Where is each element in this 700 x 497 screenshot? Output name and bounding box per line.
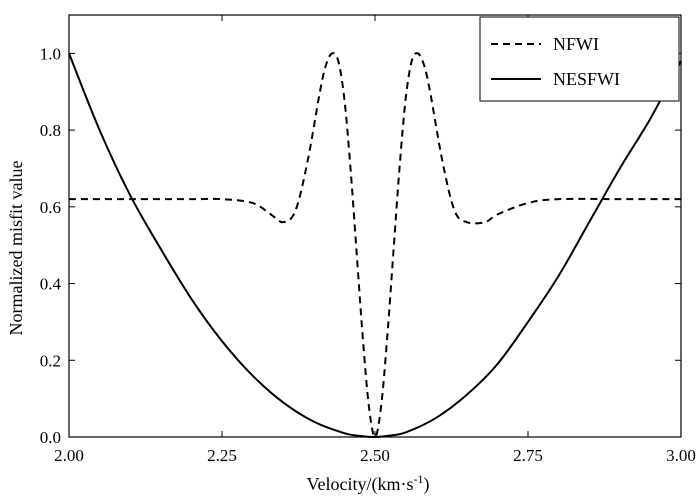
x-axis-label-main: Velocity/(km·s xyxy=(307,474,414,495)
y-axis-label: Normalized misfit value xyxy=(6,161,26,336)
series-line-nesfwi xyxy=(68,52,682,438)
legend-box xyxy=(479,16,680,102)
x-tick-label: 2.75 xyxy=(513,446,543,465)
x-tick-label: 2.50 xyxy=(360,446,390,465)
x-tick-label: 3.00 xyxy=(666,446,696,465)
series-lines xyxy=(68,52,682,438)
axis-ticks: 2.00 2.25 2.50 2.75 3.00 0.0 0.2 0.4 0.6 0.8 1.0 xyxy=(40,15,696,465)
x-tick-label: 2.00 xyxy=(54,446,84,465)
x-axis-label-superscript: -1 xyxy=(413,472,423,486)
y-tick-label: 0.8 xyxy=(40,121,61,140)
y-tick-label: 0.6 xyxy=(40,198,61,217)
legend-label-nfwi: NFWI xyxy=(553,34,599,54)
y-tick-label: 0.2 xyxy=(40,351,61,370)
legend: NFWI NESFWI xyxy=(479,16,680,102)
y-tick-label: 0.4 xyxy=(40,275,62,294)
x-axis-label-suffix: ) xyxy=(423,474,429,495)
series-line-nfwi xyxy=(69,52,681,438)
legend-label-nesfwi: NESFWI xyxy=(553,69,620,89)
x-axis-label: Velocity/(km·s-1) xyxy=(307,472,430,495)
x-tick-label: 2.25 xyxy=(207,446,237,465)
y-tick-label: 0.0 xyxy=(40,428,61,447)
y-tick-label: 1.0 xyxy=(40,44,61,63)
